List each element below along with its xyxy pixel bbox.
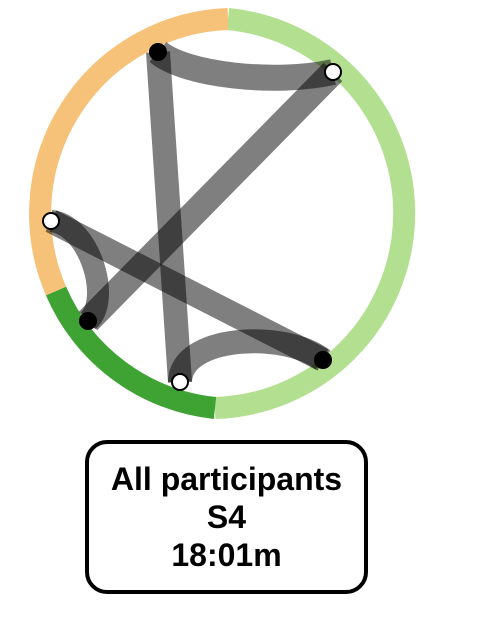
- info-title: All participants: [110, 461, 343, 497]
- chord-top-to-bottom: [146, 51, 192, 383]
- node-bottom: [171, 373, 189, 391]
- ring-segment-light-green: [214, 8, 416, 419]
- info-box: All participants S4 18:01m: [85, 440, 368, 594]
- node-lower-right: [314, 351, 332, 369]
- node-lower-left: [79, 312, 97, 330]
- nodes: [42, 43, 342, 391]
- chord-diagram: [29, 8, 416, 419]
- chord-top-right-to-lower-left: [78, 62, 343, 331]
- info-session: S4: [206, 499, 247, 535]
- chord-bottom-to-lower-right: [168, 329, 331, 384]
- node-top-right: [324, 63, 342, 81]
- chord-left-to-lower-left: [48, 210, 109, 330]
- node-left: [42, 212, 60, 230]
- node-top: [149, 43, 167, 61]
- ring-segment-dark-green: [45, 286, 217, 419]
- info-duration: 18:01m: [171, 537, 282, 573]
- chords: [45, 41, 343, 384]
- ring-segment-orange: [29, 8, 229, 296]
